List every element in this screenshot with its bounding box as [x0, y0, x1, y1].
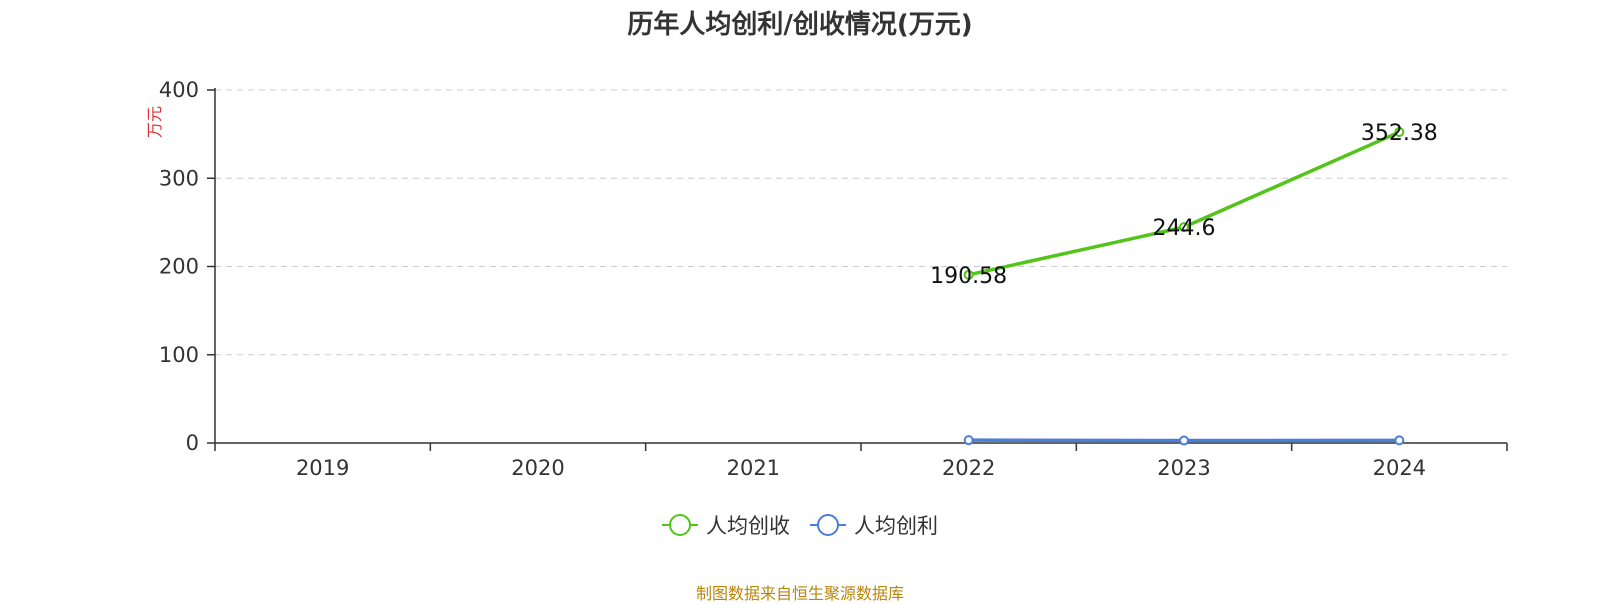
- legend-marker-icon: [662, 513, 698, 537]
- legend: 人均创收 人均创利: [0, 510, 1600, 540]
- legend-label-revenue: 人均创收: [706, 510, 790, 540]
- y-tick-label: 300: [159, 166, 199, 190]
- y-tick-label: 100: [159, 343, 199, 367]
- data-label: 190.58: [930, 264, 1007, 289]
- x-tick-label: 2019: [296, 456, 349, 480]
- data-label: 244.6: [1153, 216, 1216, 241]
- data-label: 352.38: [1361, 121, 1438, 146]
- x-tick-label: 2022: [942, 456, 995, 480]
- x-tick-label: 2023: [1157, 456, 1210, 480]
- data-point: [1180, 437, 1188, 445]
- y-tick-label: 200: [159, 255, 199, 279]
- legend-label-profit: 人均创利: [854, 510, 938, 540]
- series-line-1: [969, 132, 1400, 275]
- data-point: [1395, 436, 1403, 444]
- y-axis-label: 万元: [145, 106, 164, 138]
- data-point: [965, 436, 973, 444]
- y-tick-label: 0: [186, 431, 199, 455]
- legend-marker-icon: [810, 513, 846, 537]
- legend-item-profit[interactable]: 人均创利: [810, 510, 938, 540]
- y-tick-label: 400: [159, 78, 199, 102]
- x-tick-label: 2024: [1373, 456, 1426, 480]
- x-tick-label: 2020: [511, 456, 564, 480]
- source-note: 制图数据来自恒生聚源数据库: [0, 580, 1600, 604]
- legend-item-revenue[interactable]: 人均创收: [662, 510, 790, 540]
- x-tick-label: 2021: [727, 456, 780, 480]
